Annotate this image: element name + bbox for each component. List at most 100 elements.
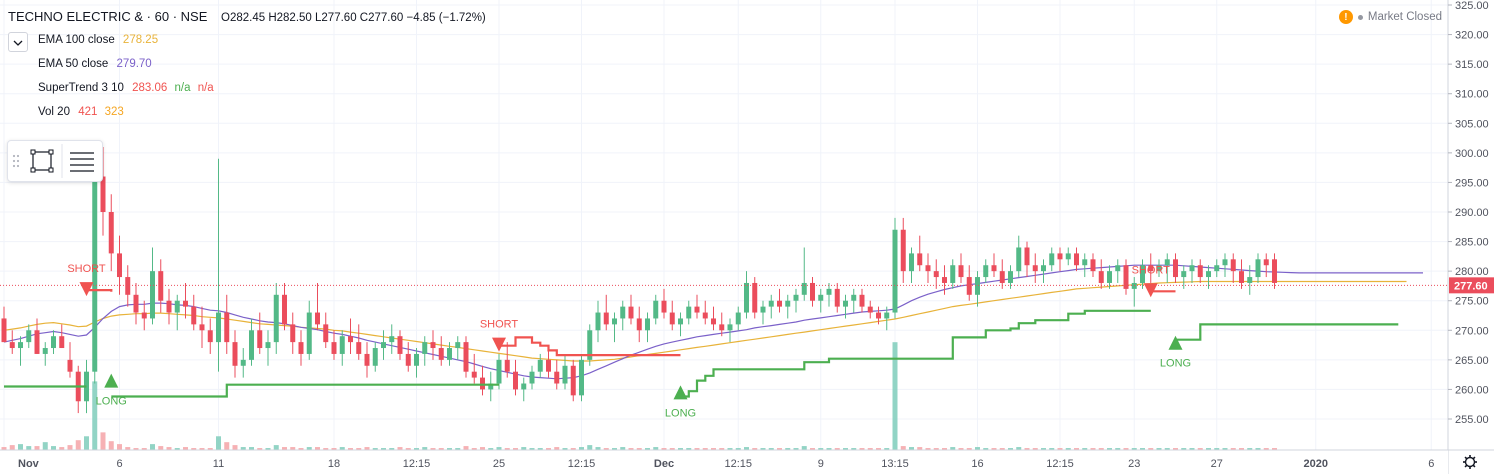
candle-body — [414, 353, 419, 366]
candle-body — [752, 282, 758, 313]
supertrend-segment-down — [86, 289, 113, 292]
candle-body — [1082, 259, 1088, 266]
time-tick-label: 23 — [1128, 458, 1140, 470]
candle-body — [141, 312, 147, 319]
volume-bar — [595, 447, 601, 450]
volume-bar — [702, 448, 708, 450]
volume-bar — [818, 448, 824, 450]
volume-bar — [480, 447, 485, 450]
candle-body — [686, 306, 692, 319]
candle-body — [1230, 259, 1236, 272]
volume-bar — [1255, 448, 1261, 450]
time-tick-label: 25 — [493, 458, 505, 470]
candle-body — [1115, 265, 1121, 272]
gear-tooth — [1472, 456, 1476, 460]
candle-body — [290, 324, 296, 343]
volume-bar — [18, 444, 23, 450]
volume-bar — [141, 448, 147, 450]
volume-bar — [463, 446, 469, 450]
candle-body — [1008, 271, 1013, 283]
legend-supertrend[interactable]: SuperTrend 3 10 283.06 n/a n/a — [38, 82, 214, 94]
volume-bar — [1090, 448, 1096, 450]
time-tick-label: 27 — [1211, 458, 1223, 470]
volume-bar — [917, 447, 923, 450]
price-tick-label: 300.00 — [1455, 148, 1489, 160]
candle-body — [306, 312, 312, 354]
ema100-value: 278.25 — [122, 34, 159, 46]
time-axis[interactable]: Nov 6 11 18 12:15 25 12:15 Dec 12:15 9 13:15 16 12:1… — [0, 449, 1494, 474]
lines-icon[interactable] — [70, 152, 94, 172]
candle-body — [1057, 253, 1063, 260]
candle-body — [447, 348, 452, 360]
volume-bar — [133, 448, 139, 450]
candle-body — [554, 371, 560, 384]
candle-body — [958, 265, 964, 278]
short-arrow-icon — [79, 282, 94, 297]
legend-ema50[interactable]: EMA 50 close 279.70 — [38, 58, 152, 70]
candle-body — [339, 336, 345, 354]
long-arrow-icon — [1168, 335, 1183, 350]
volume-bar — [1214, 448, 1220, 450]
volume-bar — [158, 446, 164, 450]
short-label: SHORT — [67, 263, 106, 275]
volume-bar — [405, 448, 411, 450]
volume-bar — [867, 448, 873, 450]
volume-bar — [1107, 448, 1112, 450]
volume-bar — [793, 448, 799, 450]
candle-body — [636, 318, 642, 331]
candle-body — [801, 282, 807, 295]
volume-bar — [909, 447, 914, 450]
candle-body — [884, 312, 890, 319]
volume-bar — [529, 448, 535, 450]
volume-bar — [826, 448, 832, 450]
ema100-path — [3, 280, 1407, 362]
volume-bar — [562, 448, 568, 450]
volume-bar — [884, 448, 890, 450]
volume-bar — [975, 447, 980, 450]
candle-body — [166, 300, 172, 313]
rectangle-icon[interactable] — [30, 149, 54, 173]
candle-body — [975, 277, 980, 295]
drag-handle-icon[interactable] — [12, 154, 20, 168]
volume-bar — [719, 448, 725, 450]
candle-body — [405, 353, 411, 366]
volume-bar — [521, 447, 527, 450]
candle-body — [966, 277, 972, 295]
market-status[interactable]: ! Market Closed — [1338, 10, 1442, 24]
price-tick-label: 280.00 — [1455, 266, 1489, 278]
price-axis[interactable]: 325.00 320.00 315.00 310.00 305.00 300.00 295.… — [1447, 0, 1494, 474]
legend-volume[interactable]: Vol 20 421 323 — [38, 106, 124, 118]
candle-body — [372, 348, 378, 366]
candle-body — [711, 318, 716, 325]
candle-body — [199, 324, 205, 331]
candle-body — [570, 365, 576, 396]
symbol-title[interactable]: TECHNO ELECTRIC & · 60 · NSE — [8, 9, 208, 24]
price-tick-label: 295.00 — [1455, 177, 1489, 189]
volume-bar — [372, 448, 378, 450]
candle-body — [389, 336, 395, 343]
gear-icon[interactable] — [1463, 455, 1477, 469]
volume-bar — [983, 448, 989, 450]
candle-body — [513, 371, 518, 390]
candle-body — [18, 342, 23, 349]
volume-bar — [810, 448, 815, 450]
volume-bar — [183, 447, 188, 450]
candle-body — [488, 383, 494, 390]
volume-bar — [430, 448, 436, 450]
time-tick-label: 2020 — [1304, 458, 1328, 470]
drawing-toolbox[interactable] — [7, 140, 103, 182]
legend-collapse-button[interactable] — [8, 32, 28, 52]
candle-body — [917, 253, 923, 266]
price-tick-label: 255.00 — [1455, 414, 1489, 426]
supertrend-value-3: n/a — [197, 82, 214, 94]
price-tick-label: 270.00 — [1455, 325, 1489, 337]
volume-bar — [1074, 448, 1079, 450]
legend-ema100[interactable]: EMA 100 close 278.25 — [38, 34, 158, 46]
candle-body — [1032, 265, 1038, 272]
candle-body — [1016, 247, 1022, 272]
volume-bar — [117, 444, 122, 450]
candle-body — [100, 176, 106, 212]
volume-bar — [381, 448, 386, 450]
candle-body — [1107, 271, 1112, 283]
